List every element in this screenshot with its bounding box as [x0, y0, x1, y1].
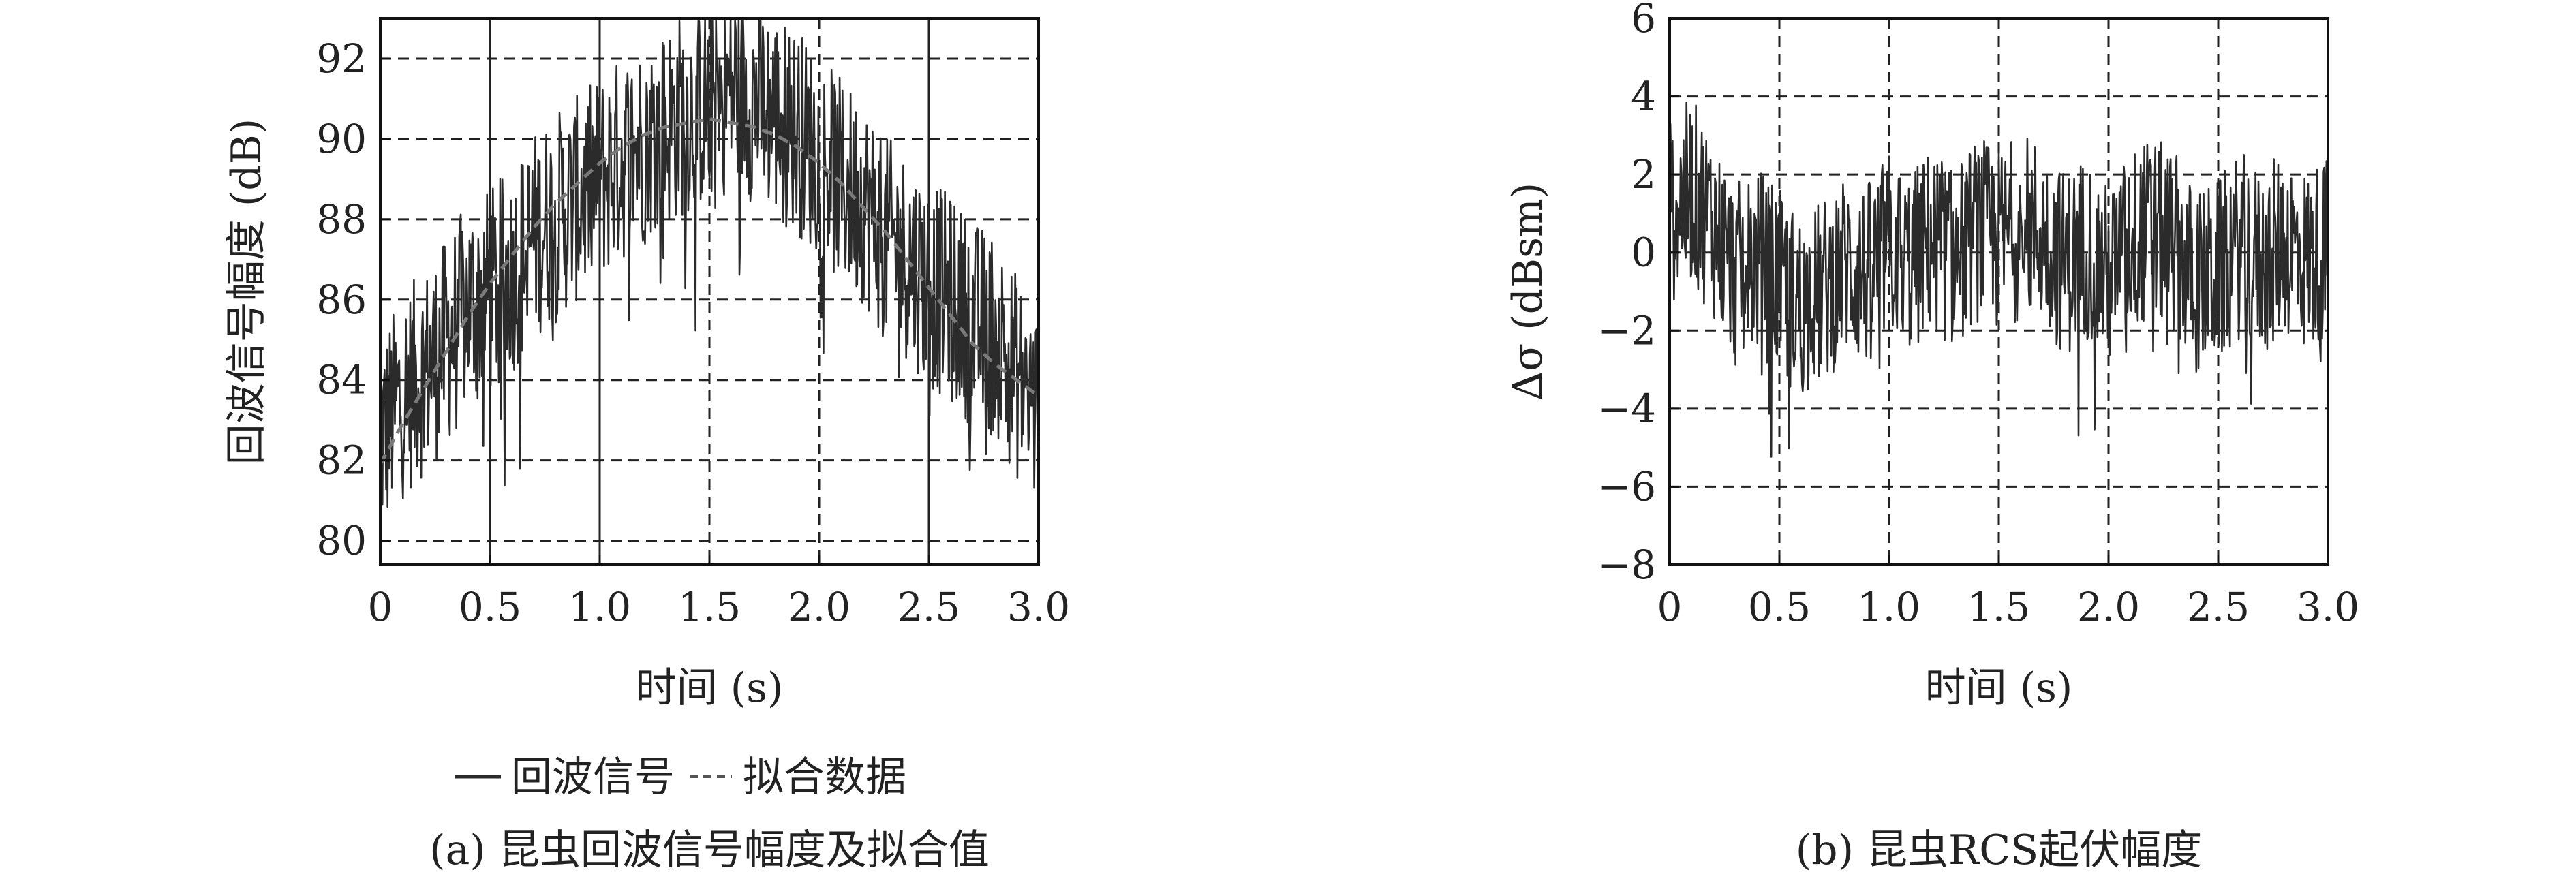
panel-b-y-tick-label: −8: [1598, 542, 1657, 588]
panel-b-y-tick-label: 6: [1631, 0, 1656, 42]
panel-a-signal-series-line: [379, 19, 1040, 508]
legend-fit-label: 拟合数据: [743, 754, 906, 801]
panel-b-signal-series-line: [1668, 102, 2329, 458]
panel-a-series-group: [378, 19, 1040, 508]
panel-a-legend: 回波信号 拟合数据: [455, 754, 906, 801]
panel-b-series-group: [1668, 102, 2329, 458]
panel-b-y-tick-label: 4: [1631, 74, 1656, 120]
panel-a-x-tick-label: 2.0: [788, 584, 850, 630]
panel-b-x-tick-label: 3.0: [2297, 584, 2359, 630]
panel-a-x-tick-label: 0.5: [459, 584, 521, 630]
panel-a-x-tick-label: 0: [368, 584, 393, 630]
panel-a-y-axis-label: 回波信号幅度 (dB): [223, 119, 271, 465]
panel-b-y-tick-label: −2: [1598, 307, 1657, 354]
panel-b-y-tick-label: 0: [1631, 230, 1656, 276]
panel-b-y-axis-label: Δσ (dBsm): [1504, 183, 1552, 401]
panel-b-y-tick-label: 2: [1631, 151, 1656, 198]
panel-a-fit-series-line: [378, 117, 1040, 465]
panel-b-rcs-fluctuation-chart: 0 0.5 1.0 1.5 2.0 2.5 3.0 −8 −6 −4 −2 0 2 4 6 时间 (s) Δ…: [1504, 0, 2359, 874]
panel-b-x-axis-label: 时间 (s): [1925, 664, 2073, 712]
legend-signal-label: 回波信号: [511, 754, 675, 801]
panel-a-caption: (a) 昆虫回波信号幅度及拟合值: [429, 826, 990, 874]
panel-a-y-tick-label: 86: [316, 277, 367, 323]
panel-b-x-tick-label: 2.0: [2077, 584, 2140, 630]
panel-b-caption: (b) 昆虫RCS起伏幅度: [1796, 826, 2202, 874]
panel-a-y-tick-label: 82: [316, 437, 367, 484]
panel-a-x-tick-label: 3.0: [1007, 584, 1070, 630]
panel-a-y-tick-label: 84: [316, 357, 367, 403]
panel-a-x-tick-label: 2.5: [898, 584, 960, 630]
panel-a-x-tick-label: 1.5: [678, 584, 741, 630]
panel-a-y-tick-label: 88: [316, 196, 367, 243]
panel-b-tick-labels: 0 0.5 1.0 1.5 2.0 2.5 3.0 −8 −6 −4 −2 0 2 4 6: [1598, 0, 2360, 630]
panel-b-x-tick-label: 0: [1657, 584, 1683, 630]
panel-b-y-tick-label: −6: [1598, 463, 1657, 510]
panel-a-y-tick-label: 92: [316, 35, 367, 82]
panel-a-y-tick-label: 80: [316, 518, 367, 564]
panel-b-x-tick-label: 0.5: [1748, 584, 1811, 630]
panel-b-x-tick-label: 1.0: [1858, 584, 1920, 630]
panel-b-x-tick-label: 2.5: [2187, 584, 2250, 630]
panel-a-x-axis-label: 时间 (s): [636, 664, 784, 712]
panel-a-echo-amplitude-chart: 0 0.5 1.0 1.5 2.0 2.5 3.0 80 82 84 86 88 90 92 时间 (s)…: [223, 17, 1070, 874]
panel-b-x-tick-label: 1.5: [1967, 584, 2030, 630]
panel-b-y-tick-label: −4: [1598, 386, 1657, 432]
panel-a-tick-labels: 0 0.5 1.0 1.5 2.0 2.5 3.0 80 82 84 86 88 90 92: [316, 35, 1070, 630]
panel-a-y-tick-label: 90: [316, 116, 367, 162]
panel-a-x-tick-label: 1.0: [568, 584, 631, 630]
